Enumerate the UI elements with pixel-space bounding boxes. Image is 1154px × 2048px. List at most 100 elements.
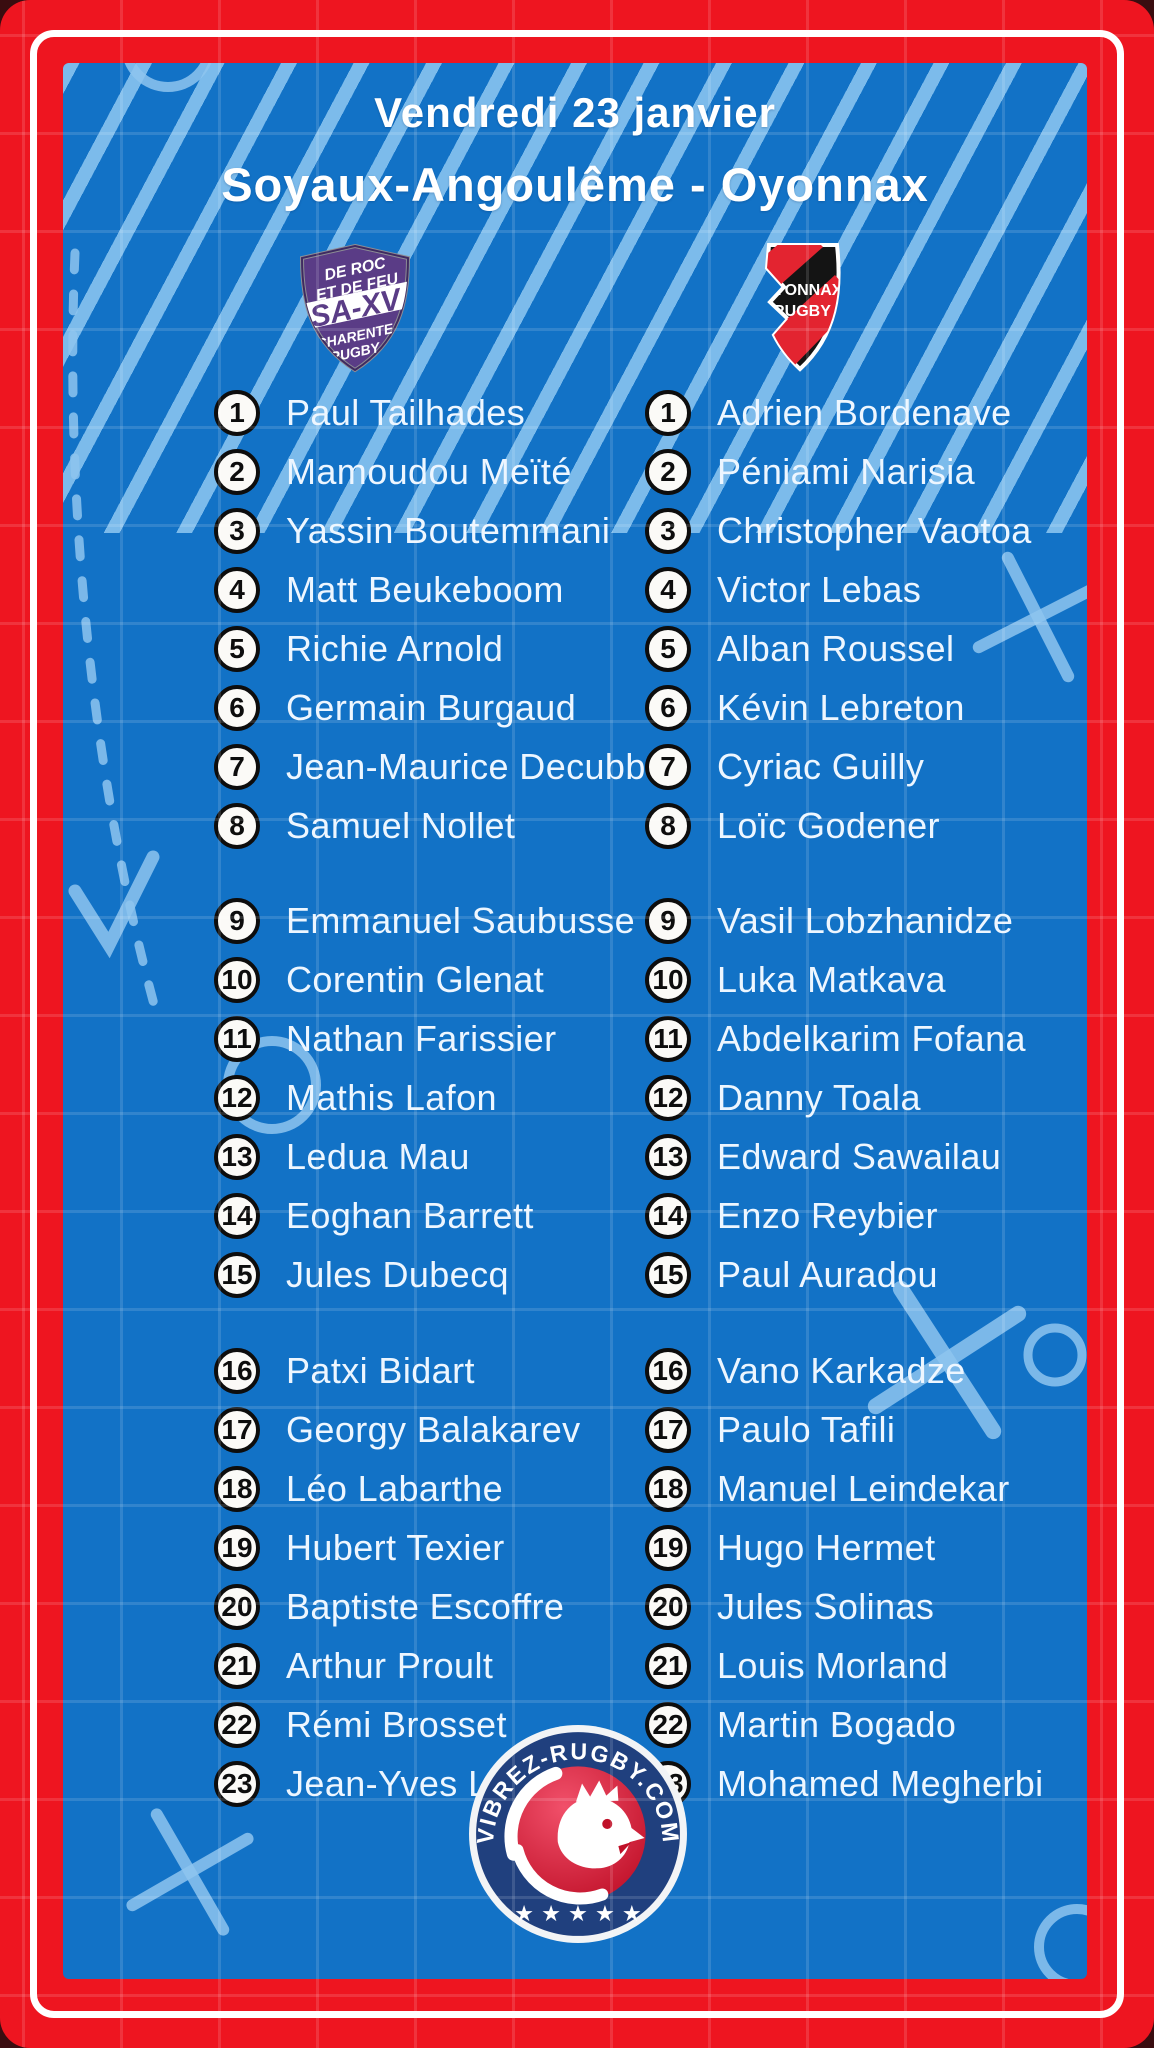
home-player-row: 7 Jean-Maurice Decubber [214, 737, 679, 796]
player-number-circle: 3 [645, 507, 691, 554]
home-player-row: 20 Baptiste Escoffre [214, 1577, 581, 1636]
home-forwards-list: 1 Paul Tailhades 2 Mamoudou Meïté 3 Yassin Bo… [214, 383, 679, 855]
player-name: Cyriac Guilly [717, 745, 925, 787]
player-name: Hugo Hermet [717, 1526, 936, 1568]
away-bench-list: 16 Vano Karkadze 17 Paulo Tafili 18 Manuel Le… [645, 1341, 1044, 1813]
away-player-row: 4 Victor Lebas [645, 560, 1032, 619]
away-player-row: 20 Jules Solinas [645, 1577, 1044, 1636]
player-number-circle: 4 [214, 566, 260, 613]
home-player-row: 16 Patxi Bidart [214, 1341, 581, 1400]
player-name: Germain Burgaud [286, 686, 577, 728]
eagle-icon [504, 1766, 645, 1905]
away-player-row: 22 Martin Bogado [645, 1695, 1044, 1754]
home-player-row: 19 Hubert Texier [214, 1518, 581, 1577]
match-date: Vendredi 23 janvier [374, 89, 776, 136]
home-player-row: 2 Mamoudou Meïté [214, 442, 679, 501]
player-number-circle: 11 [214, 1015, 260, 1062]
player-name: Loïc Godener [717, 804, 940, 846]
home-team-logo: DE ROC ET DE FEU SA-XV CHARENTE RUGBY [299, 243, 411, 373]
player-number-circle: 19 [214, 1524, 260, 1571]
player-number-circle: 16 [645, 1347, 691, 1394]
player-name: Edward Sawailau [717, 1135, 1002, 1177]
player-name: Vasil Lobzhanidze [717, 899, 1014, 941]
player-number-circle: 17 [645, 1406, 691, 1453]
away-player-row: 12 Danny Toala [645, 1068, 1026, 1127]
away-player-row: 21 Louis Morland [645, 1636, 1044, 1695]
match-fixture: Soyaux-Angoulême - Oyonnax [221, 158, 929, 211]
player-name: Abdelkarim Fofana [717, 1017, 1026, 1059]
player-number-circle: 15 [645, 1251, 691, 1298]
player-number-circle: 14 [214, 1192, 260, 1239]
player-number-circle: 14 [645, 1192, 691, 1239]
player-name: Eoghan Barrett [286, 1194, 534, 1236]
player-number-circle: 16 [214, 1347, 260, 1394]
home-bench-list: 16 Patxi Bidart 17 Georgy Balakarev 18 Léo La… [214, 1341, 581, 1813]
away-player-row: 23Mohamed Megherbi [645, 1754, 1044, 1813]
player-name: Jules Solinas [717, 1585, 935, 1627]
player-name: Georgy Balakarev [286, 1408, 581, 1450]
player-number-circle: 1 [214, 389, 260, 436]
player-name: Arthur Proult [286, 1644, 494, 1686]
player-name: Enzo Reybier [717, 1194, 938, 1236]
away-player-row: 16 Vano Karkadze [645, 1341, 1044, 1400]
player-number-circle: 12 [645, 1074, 691, 1121]
player-name: Ledua Mau [286, 1135, 470, 1177]
away-player-row: 9 Vasil Lobzhanidze [645, 891, 1026, 950]
player-name: Matt Beukeboom [286, 568, 564, 610]
away-team-logo: OYONNAX RUGBY [764, 243, 841, 372]
away-player-row: 1 Adrien Bordenave [645, 383, 1032, 442]
home-player-row: 11 Nathan Farissier [214, 1009, 635, 1068]
player-number-circle: 9 [645, 897, 691, 944]
player-number-circle: 22 [645, 1701, 691, 1748]
doodle-circle-bottom-right [1034, 1904, 1087, 1979]
site-badge: VIBREZ-RUGBY.COM ★ ★ ★ ★ ★ [469, 1725, 687, 1943]
home-player-row: 1 Paul Tailhades [214, 383, 679, 442]
player-number-circle: 8 [214, 802, 260, 849]
home-backs-list: 9 Emmanuel Saubusse 10 Corentin Glenat 11 Nat… [214, 891, 635, 1304]
home-player-row: 8 Samuel Nollet [214, 796, 679, 855]
player-number-circle: 18 [645, 1465, 691, 1512]
player-number-circle: 10 [214, 956, 260, 1003]
player-name: Louis Morland [717, 1644, 949, 1686]
player-number-circle: 20 [645, 1583, 691, 1630]
player-number-circle: 22 [214, 1701, 260, 1748]
player-number-circle: 10 [645, 956, 691, 1003]
player-name: Rémi Brosset [286, 1703, 507, 1745]
player-number-circle: 2 [214, 448, 260, 495]
home-player-row: 13 Ledua Mau [214, 1127, 635, 1186]
player-name: Kévin Lebreton [717, 686, 965, 728]
doodle-check-mark [68, 850, 160, 959]
home-player-row: 9 Emmanuel Saubusse [214, 891, 635, 950]
player-name: Jules Dubecq [286, 1253, 509, 1295]
player-number-circle: 11 [645, 1015, 691, 1062]
player-name: Richie Arnold [286, 627, 504, 669]
away-player-row: 6 Kévin Lebreton [645, 678, 1032, 737]
player-number-circle: 18 [214, 1465, 260, 1512]
away-player-row: 8 Loïc Godener [645, 796, 1032, 855]
home-player-row: 6 Germain Burgaud [214, 678, 679, 737]
away-player-row: 5 Alban Roussel [645, 619, 1032, 678]
player-number-circle: 12 [214, 1074, 260, 1121]
player-number-circle: 21 [214, 1642, 260, 1689]
player-number-circle: 20 [214, 1583, 260, 1630]
home-player-row: 21 Arthur Proult [214, 1636, 581, 1695]
player-number-circle: 19 [645, 1524, 691, 1571]
player-number-circle: 3 [214, 507, 260, 554]
away-player-row: 17 Paulo Tafili [645, 1400, 1044, 1459]
home-player-row: 5 Richie Arnold [214, 619, 679, 678]
player-number-circle: 2 [645, 448, 691, 495]
away-player-row: 14 Enzo Reybier [645, 1186, 1026, 1245]
home-player-row: 4 Matt Beukeboom [214, 560, 679, 619]
player-number-circle: 13 [645, 1133, 691, 1180]
player-number-circle: 7 [645, 743, 691, 790]
home-player-row: 3 Yassin Boutemmani [214, 501, 679, 560]
player-name: Patxi Bidart [286, 1349, 475, 1391]
player-name: Paulo Tafili [717, 1408, 896, 1450]
player-number-circle: 13 [214, 1133, 260, 1180]
player-number-circle: 1 [645, 389, 691, 436]
player-name: Martin Bogado [717, 1703, 957, 1745]
player-name: Corentin Glenat [286, 958, 545, 1000]
player-number-circle: 21 [645, 1642, 691, 1689]
player-name: Léo Labarthe [286, 1467, 503, 1509]
